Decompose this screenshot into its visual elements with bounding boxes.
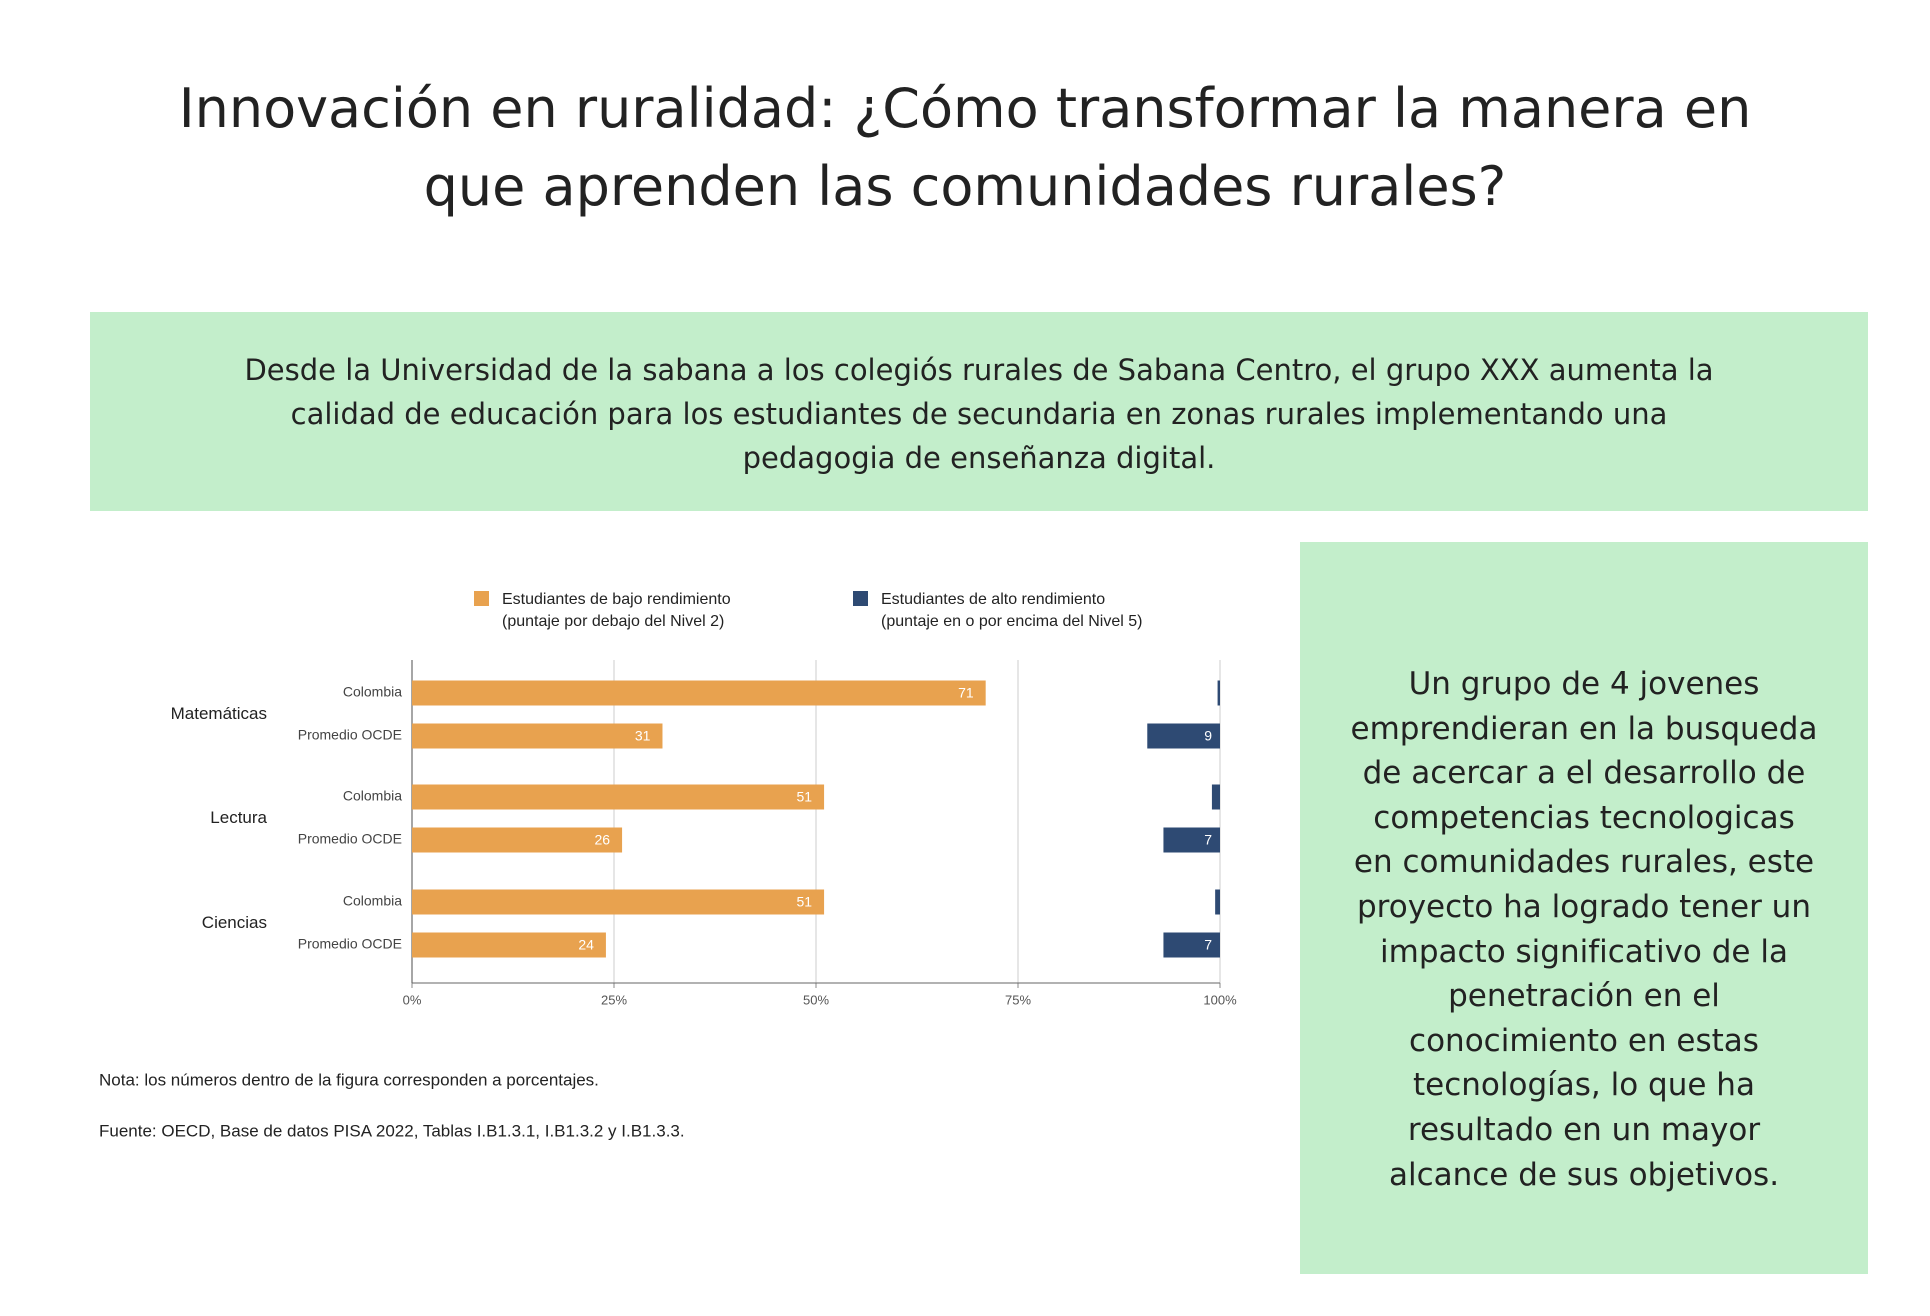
bar <box>412 932 606 958</box>
chart-note: Nota: los números dentro de la figura co… <box>99 1070 599 1089</box>
legend-description: (puntaje en o por encima del Nivel 5) <box>881 613 1142 630</box>
group-label: Matemáticas <box>171 704 267 723</box>
bar <box>1163 932 1220 958</box>
y-tick-label: Colombia <box>343 788 402 804</box>
value-label: 24 <box>578 937 594 953</box>
legend-label: Estudiantes de alto rendimiento <box>881 591 1105 608</box>
value-label: 7 <box>1204 937 1212 953</box>
value-label: 31 <box>635 728 651 744</box>
x-tick-label: 75% <box>1005 992 1031 1007</box>
x-tick-label: 50% <box>803 992 829 1007</box>
bar <box>1211 784 1220 810</box>
side-box: Un grupo de 4 jovenes emprendieran en la… <box>1300 542 1868 1274</box>
x-tick-label: 0% <box>403 992 422 1007</box>
legend-label: Estudiantes de bajo rendimiento <box>502 591 731 608</box>
intro-box: Desde la Universidad de la sabana a los … <box>90 312 1868 511</box>
bar <box>412 723 663 749</box>
y-tick-label: Promedio OCDE <box>298 936 402 952</box>
chart: 0% 25% 50% 75% 100% Estudiantes de bajo rendi… <box>99 591 1237 1140</box>
y-tick-label: Colombia <box>343 893 402 909</box>
intro-text: Desde la Universidad de la sabana a los … <box>244 353 1714 475</box>
value-label: 26 <box>595 832 611 848</box>
side-text: Un grupo de 4 jovenes emprendieran en la… <box>1350 666 1818 1193</box>
bar <box>412 784 825 810</box>
x-tick-label: 25% <box>601 992 627 1007</box>
bar <box>1215 889 1220 915</box>
value-label: 7 <box>1204 832 1212 848</box>
y-tick-label: Promedio OCDE <box>298 831 402 847</box>
chart-note: Fuente: OECD, Base de datos PISA 2022, T… <box>99 1121 685 1140</box>
value-label: 71 <box>958 685 974 701</box>
group-label: Lectura <box>210 808 267 827</box>
legend-swatch <box>853 591 868 606</box>
bar <box>1147 723 1220 749</box>
value-label: 51 <box>797 894 813 910</box>
y-tick-label: Promedio OCDE <box>298 727 402 743</box>
x-tick-label: 100% <box>1203 992 1237 1007</box>
value-label: 9 <box>1204 728 1212 744</box>
legend-swatch <box>474 591 489 606</box>
bar <box>412 827 623 853</box>
page-title: Innovación en ruralidad: ¿Cómo transform… <box>178 77 1752 218</box>
group-label: Ciencias <box>202 913 267 932</box>
bar <box>1217 680 1220 706</box>
bar <box>412 680 986 706</box>
value-label: 51 <box>797 789 813 805</box>
bar <box>1163 827 1220 853</box>
bar <box>412 889 825 915</box>
y-tick-label: Colombia <box>343 684 402 700</box>
legend-description: (puntaje por debajo del Nivel 2) <box>502 613 724 630</box>
